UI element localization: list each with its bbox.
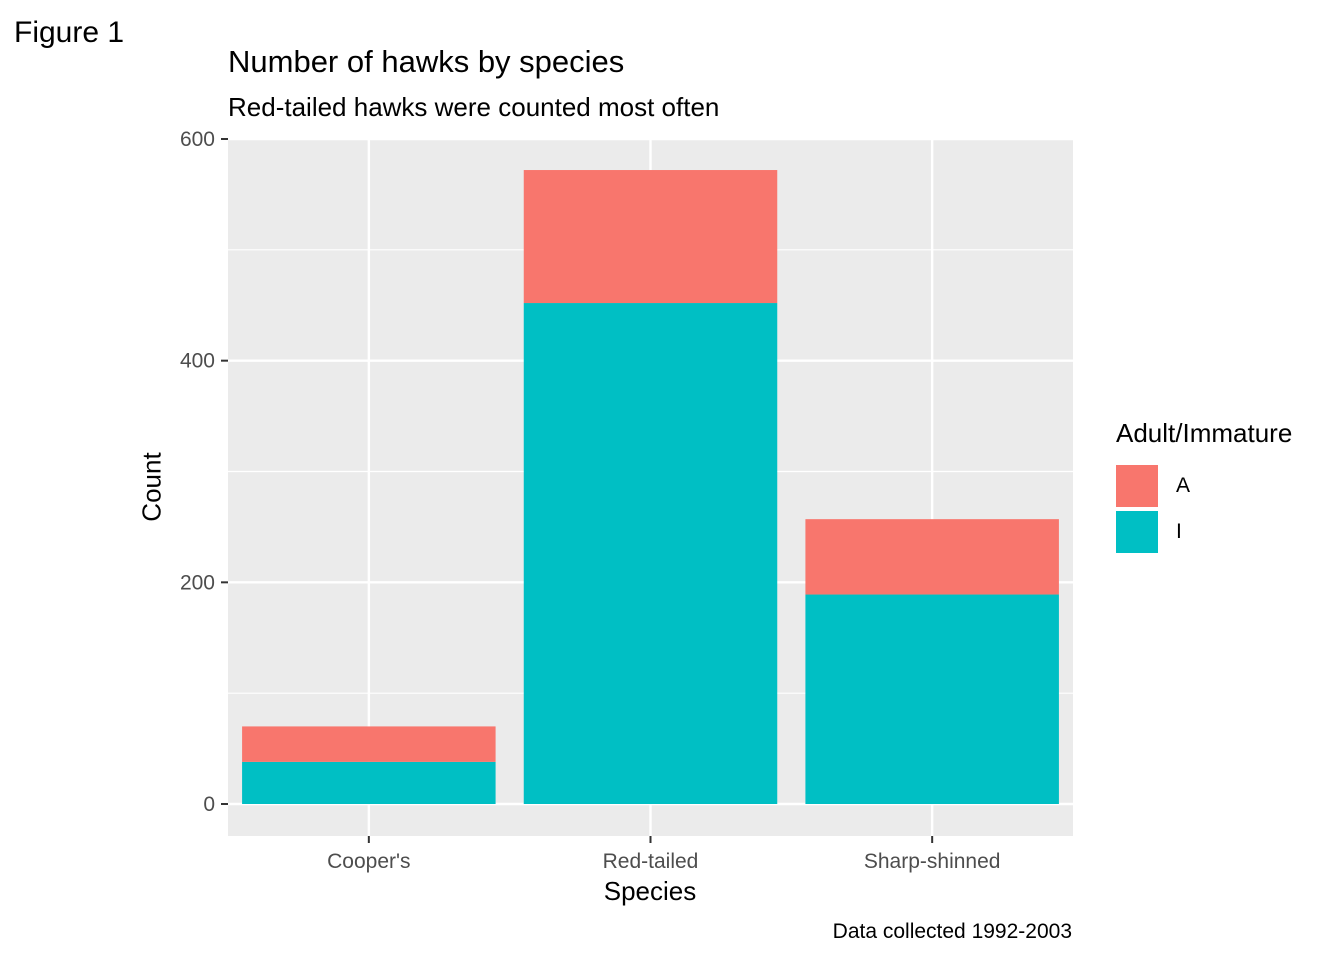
legend-entry-i: I <box>1116 509 1292 555</box>
bar-i-0 <box>242 761 496 804</box>
y-axis-label: Count <box>136 452 167 522</box>
legend: Adult/Immature A I <box>1116 418 1292 555</box>
legend-key-a <box>1116 465 1158 507</box>
x-tick-label: Cooper's <box>327 850 410 873</box>
bar-a-1 <box>523 170 778 304</box>
y-tick-label: 400 <box>180 350 215 373</box>
legend-label-a: A <box>1176 474 1191 497</box>
y-tick-label: 0 <box>203 793 215 816</box>
legend-label-i: I <box>1176 520 1182 543</box>
axes: 0 200 400 600 Cooper's Red-tailed Sharp-shinne… <box>180 128 1001 873</box>
y-tick-label: 200 <box>180 571 215 594</box>
legend-title: Adult/Immature <box>1116 418 1293 448</box>
legend-entry-a: A <box>1116 463 1292 509</box>
x-tick-label: Red-tailed <box>603 850 699 873</box>
y-tick-label: 600 <box>180 128 215 151</box>
bar-a-2 <box>805 519 1059 595</box>
legend-key-i <box>1116 511 1158 553</box>
figure-label: Figure 1 <box>14 16 125 49</box>
chart-subtitle: Red-tailed hawks were counted most often <box>228 92 720 122</box>
chart-caption: Data collected 1992-2003 <box>832 920 1072 943</box>
bar-i-1 <box>523 303 778 804</box>
chart-title: Number of hawks by species <box>228 44 625 79</box>
x-axis-label: Species <box>603 876 697 906</box>
bars <box>242 170 1059 804</box>
bar-a-0 <box>242 726 496 762</box>
bar-i-2 <box>805 594 1059 804</box>
x-tick-label: Sharp-shinned <box>864 850 1001 873</box>
